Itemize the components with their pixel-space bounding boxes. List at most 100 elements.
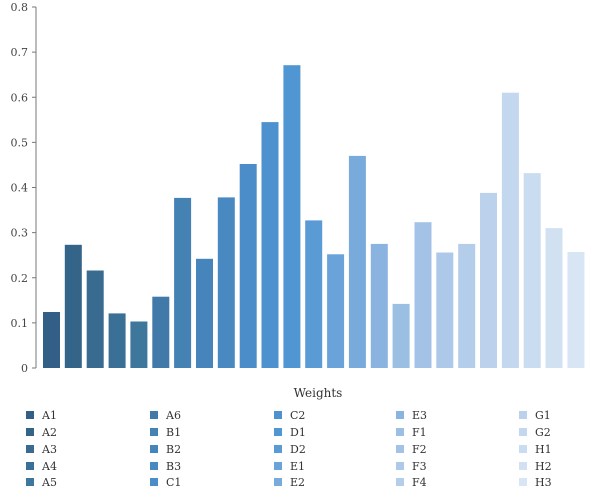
- y-tick-label: 0.2: [11, 272, 29, 285]
- legend-swatch: [519, 462, 527, 470]
- bar-h3: [567, 252, 585, 368]
- legend-swatch: [26, 445, 34, 453]
- legend-swatch: [396, 428, 404, 436]
- bar-e1: [327, 254, 345, 368]
- legend-swatch: [150, 462, 158, 470]
- legend-label: F2: [412, 443, 427, 456]
- legend-item-d1: D1: [274, 426, 306, 439]
- legend-swatch: [519, 411, 527, 419]
- legend-item-g1: G1: [519, 409, 551, 422]
- y-tick-label: 0: [21, 362, 28, 375]
- legend-item-f2: F2: [396, 443, 427, 456]
- bar-c1: [239, 164, 257, 368]
- legend-item-b2: B2: [150, 443, 181, 456]
- legend-label: E1: [290, 460, 305, 473]
- legend-item-a3: A3: [26, 443, 57, 456]
- legend: A1 A2 A3 A4 A5 A6 B1 B2 B3 C1 C2 D1 D2 E1 E2 E3 F1 F2 F3 F4…: [26, 409, 552, 489]
- legend-label: D2: [290, 443, 306, 456]
- legend-label: A5: [41, 476, 57, 489]
- legend-swatch: [274, 411, 282, 419]
- legend-label: B1: [166, 426, 181, 439]
- legend-swatch: [150, 428, 158, 436]
- legend-label: C1: [166, 476, 181, 489]
- bar-g1: [480, 192, 497, 368]
- legend-swatch: [26, 478, 34, 486]
- legend-label: A6: [165, 409, 181, 422]
- bar-c2: [261, 122, 279, 368]
- bar-h2: [545, 228, 563, 368]
- legend-label: H1: [535, 443, 552, 456]
- legend-swatch: [396, 462, 404, 470]
- legend-label: B3: [166, 460, 181, 473]
- y-tick-label: 0.3: [11, 227, 29, 240]
- legend-item-f4: F4: [396, 476, 427, 489]
- legend-item-f1: F1: [396, 426, 427, 439]
- x-axis-label: Weights: [294, 386, 343, 400]
- y-tick-label: 0.7: [11, 46, 29, 59]
- legend-swatch: [274, 462, 282, 470]
- legend-item-a4: A4: [26, 460, 57, 473]
- legend-item-a2: A2: [26, 426, 57, 439]
- legend-label: A3: [41, 443, 57, 456]
- legend-label: F3: [412, 460, 427, 473]
- bar-f1: [392, 303, 410, 368]
- y-tick-label: 0.4: [11, 182, 29, 195]
- bar-g2: [501, 92, 519, 368]
- legend-label: E2: [290, 476, 305, 489]
- bar-e2: [348, 155, 366, 368]
- y-axis: 0 0.1 0.2 0.3 0.4 0.5 0.6 0.7 0.8: [11, 1, 37, 375]
- legend-label: F1: [412, 426, 427, 439]
- legend-item-f3: F3: [396, 460, 427, 473]
- legend-item-e2: E2: [274, 476, 305, 489]
- bar-e3: [370, 243, 388, 368]
- legend-label: E3: [412, 409, 427, 422]
- bar-a4: [108, 313, 126, 368]
- legend-item-a6: A6: [150, 409, 181, 422]
- y-tick-label: 0.8: [11, 1, 29, 14]
- legend-swatch: [274, 428, 282, 436]
- legend-item-e1: E1: [274, 460, 305, 473]
- legend-swatch: [150, 411, 158, 419]
- legend-label: G1: [535, 409, 551, 422]
- legend-swatch: [396, 411, 404, 419]
- bar-a2: [64, 244, 82, 368]
- bar-f2: [414, 222, 432, 368]
- legend-item-b3: B3: [150, 460, 181, 473]
- legend-item-a5: A5: [26, 476, 57, 489]
- y-tick-label: 0.1: [11, 317, 29, 330]
- legend-item-e3: E3: [396, 409, 427, 422]
- legend-label: G2: [535, 426, 551, 439]
- legend-swatch: [150, 478, 158, 486]
- legend-label: H2: [535, 460, 552, 473]
- legend-label: B2: [166, 443, 181, 456]
- bar-f3: [436, 252, 454, 368]
- legend-swatch: [519, 478, 527, 486]
- legend-item-c1: C1: [150, 476, 181, 489]
- legend-item-d2: D2: [274, 443, 306, 456]
- legend-swatch: [274, 445, 282, 453]
- bar-a1: [43, 312, 60, 368]
- legend-swatch: [519, 428, 527, 436]
- legend-label: A2: [41, 426, 57, 439]
- legend-swatch: [274, 478, 282, 486]
- bars: [43, 65, 585, 368]
- legend-item-h2: H2: [519, 460, 552, 473]
- legend-label: F4: [412, 476, 427, 489]
- legend-item-a1: A1: [26, 409, 57, 422]
- legend-swatch: [26, 428, 34, 436]
- bar-b3: [217, 197, 235, 368]
- legend-swatch: [26, 462, 34, 470]
- bar-d1: [283, 65, 301, 368]
- bar-f4: [458, 243, 476, 368]
- y-tick-label: 0.5: [11, 136, 29, 149]
- bar-b1: [174, 197, 192, 368]
- legend-swatch: [26, 411, 34, 419]
- legend-item-h3: H3: [519, 476, 552, 489]
- legend-item-h1: H1: [519, 443, 552, 456]
- legend-swatch: [396, 445, 404, 453]
- bar-d2: [305, 220, 323, 368]
- legend-swatch: [519, 445, 527, 453]
- bar-a3: [86, 270, 104, 368]
- legend-label: A1: [41, 409, 57, 422]
